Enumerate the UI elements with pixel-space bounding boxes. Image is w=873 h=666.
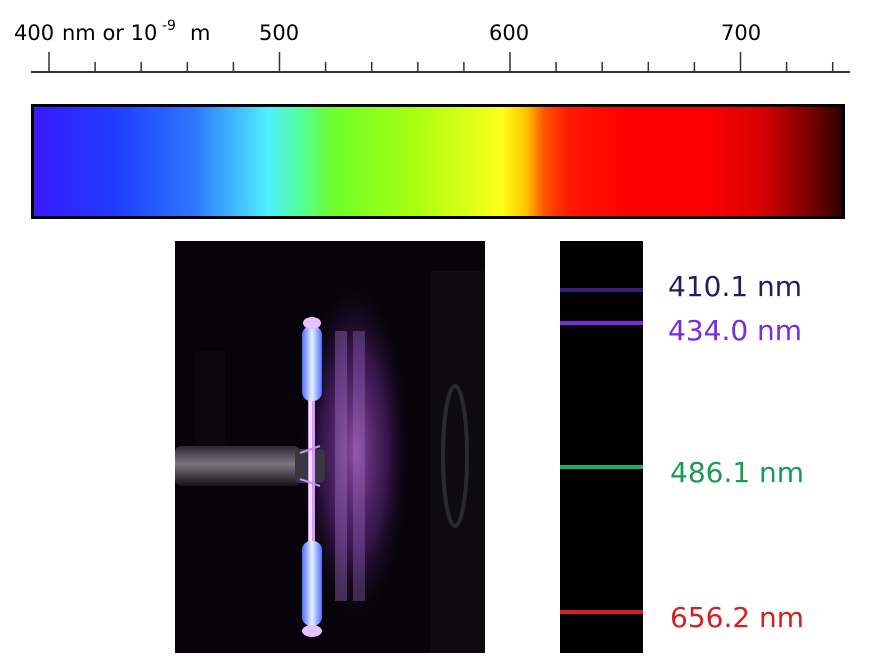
wavelength-axis: 400 nm or 10 -9 m 500 600 700 (14, 18, 850, 73)
axis-unit-exponent: -9 (162, 18, 176, 34)
axis-start-label: 400 (14, 21, 54, 45)
label-410: 410.1 nm (668, 270, 803, 303)
hydrogen-discharge-tube-photo (175, 241, 485, 653)
axis-tick-label-700: 700 (721, 21, 761, 45)
visible-spectrum-bar (31, 104, 845, 219)
axis-unit-suffix: m (190, 21, 210, 45)
label-656: 656.2 nm (670, 601, 805, 634)
emission-line-410 (560, 288, 643, 292)
emission-line-486 (560, 465, 643, 469)
emission-line-434 (560, 321, 643, 325)
label-486: 486.1 nm (670, 456, 805, 489)
axis-tick-label-600: 600 (489, 21, 529, 45)
label-434: 434.0 nm (668, 314, 803, 347)
emission-lines-panel (560, 241, 643, 653)
axis-ticks (48, 52, 834, 72)
axis-unit-label: nm or 10 (62, 21, 157, 45)
emission-line-656 (560, 610, 643, 614)
axis-tick-label-500: 500 (259, 21, 299, 45)
